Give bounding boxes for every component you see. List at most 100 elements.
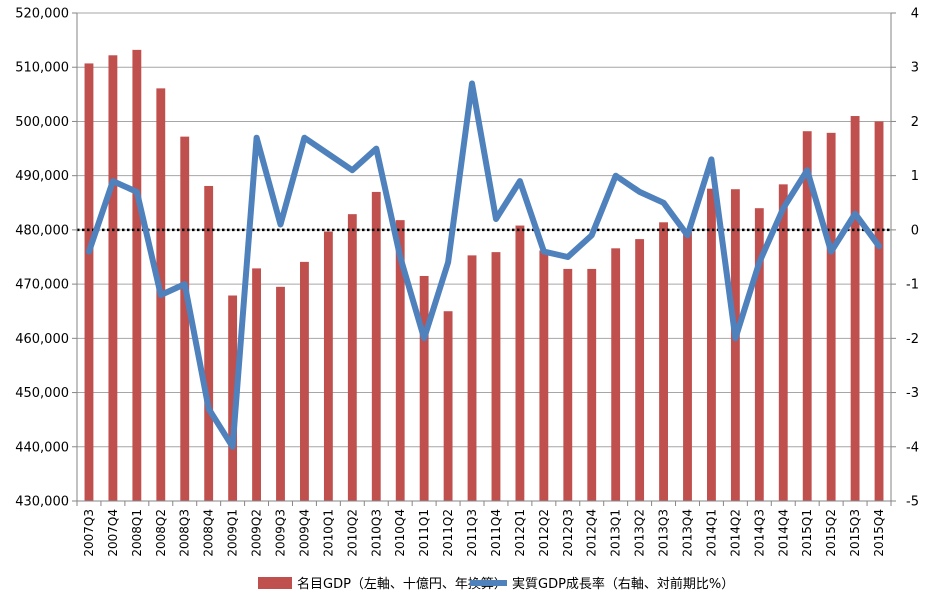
x-tick-label: 2012Q4	[585, 509, 599, 557]
x-tick-label: 2015Q1	[800, 509, 814, 557]
y-left-tick-label: 430,000	[15, 495, 69, 510]
bar	[707, 188, 716, 501]
x-tick-label: 2014Q3	[752, 509, 766, 557]
y-right-tick-label: 2	[911, 115, 919, 130]
legend-bar-label: 名目GDP（左軸、十億円、年換算）	[297, 576, 507, 592]
x-tick-label: 2014Q4	[776, 509, 790, 557]
x-tick-label: 2012Q1	[513, 509, 527, 557]
y-right-tick-label: -4	[906, 440, 919, 455]
legend: 名目GDP（左軸、十億円、年換算） 実質GDP成長率（右軸、対前期比%）	[258, 576, 734, 592]
x-tick-label: 2008Q3	[178, 509, 192, 557]
x-tick-label: 2008Q4	[202, 509, 216, 557]
bar	[204, 185, 214, 502]
y-right-tick-label: 4	[911, 7, 919, 22]
bar	[180, 136, 190, 502]
bar	[228, 295, 238, 501]
x-tick-label: 2015Q3	[848, 509, 862, 557]
y-left-tick-label: 490,000	[15, 169, 69, 184]
bar	[659, 222, 668, 501]
bar	[84, 63, 94, 501]
bar	[491, 252, 501, 501]
x-tick-label: 2010Q3	[369, 509, 383, 557]
bar	[276, 286, 285, 501]
bar	[539, 250, 549, 501]
x-tick-label: 2012Q3	[561, 509, 575, 557]
bar	[611, 248, 621, 501]
legend-bar-swatch	[258, 577, 292, 589]
axes	[76, 13, 892, 506]
x-tick-label: 2007Q4	[106, 509, 120, 557]
bar	[754, 208, 764, 501]
y-left-tick-label: 500,000	[15, 115, 69, 130]
bar	[252, 268, 261, 501]
x-tick-label: 2014Q1	[704, 509, 718, 557]
x-tick-label: 2009Q3	[274, 509, 288, 557]
x-tick-label: 2012Q2	[537, 509, 551, 557]
x-tick-label: 2008Q1	[130, 509, 144, 557]
bar	[635, 239, 645, 501]
bar	[443, 311, 453, 501]
y-right-tick-label: -2	[906, 332, 919, 347]
bar	[802, 131, 812, 501]
y-right-tick-label: 0	[911, 223, 919, 238]
bar	[874, 121, 884, 501]
right-axis-ticks: -5 -4 -3 -2 -1 0 1 2 3 4	[891, 7, 919, 510]
bar	[300, 261, 309, 501]
x-tick-label: 2015Q4	[872, 509, 886, 557]
bar	[395, 220, 405, 501]
y-left-tick-label: 440,000	[15, 440, 69, 455]
bar	[347, 214, 357, 502]
gridlines	[77, 12, 891, 502]
bar-series	[84, 49, 884, 502]
bar	[323, 231, 333, 501]
x-tick-label: 2014Q2	[728, 509, 742, 557]
x-tick-label: 2010Q1	[321, 509, 335, 557]
x-tick-label: 2013Q1	[609, 509, 623, 557]
bar	[683, 232, 692, 501]
x-tick-label: 2009Q4	[297, 509, 311, 557]
bar	[563, 268, 573, 501]
x-tick-label: 2011Q1	[417, 509, 431, 557]
y-left-tick-label: 520,000	[15, 7, 69, 22]
x-tick-label: 2013Q3	[657, 509, 671, 557]
y-left-tick-label: 480,000	[15, 223, 69, 238]
bar	[419, 275, 429, 501]
bar	[826, 132, 836, 501]
bar	[778, 184, 788, 501]
y-right-tick-label: -3	[906, 386, 919, 401]
x-tick-label: 2007Q3	[82, 509, 96, 557]
bar	[371, 191, 381, 501]
x-tick-label: 2011Q2	[441, 509, 455, 557]
x-tick-label: 2008Q2	[154, 509, 168, 557]
bar	[467, 255, 477, 501]
y-right-tick-label: -5	[906, 495, 919, 510]
y-right-tick-label: 3	[911, 61, 919, 76]
growth-rate-line	[86, 80, 882, 450]
left-axis-ticks: 430,000 440,000 450,000 460,000 470,000 480,0…	[15, 7, 77, 510]
x-tick-label: 2009Q1	[226, 509, 240, 557]
x-tick-label: 2013Q2	[633, 509, 647, 557]
x-axis-ticks: 2007Q3 2007Q4 2008Q1 2008Q2 2008Q3 2008Q4 2009…	[82, 509, 886, 557]
y-left-tick-label: 510,000	[15, 61, 69, 76]
y-right-tick-label: 1	[911, 169, 919, 184]
bar	[108, 55, 118, 501]
bar	[132, 49, 142, 501]
bar	[587, 268, 597, 501]
bar	[515, 225, 525, 501]
y-right-tick-label: -1	[906, 278, 919, 293]
x-tick-label: 2015Q2	[824, 509, 838, 557]
x-tick-label: 2013Q4	[681, 509, 695, 557]
bar	[850, 116, 860, 502]
line-series	[86, 80, 882, 450]
x-tick-label: 2009Q2	[250, 509, 264, 557]
x-tick-label: 2011Q3	[465, 509, 479, 557]
y-left-tick-label: 450,000	[15, 386, 69, 401]
x-tick-label: 2010Q2	[345, 509, 359, 557]
legend-line-label: 実質GDP成長率（右軸、対前期比%）	[512, 576, 734, 592]
bar	[730, 189, 740, 501]
y-left-tick-label: 460,000	[15, 332, 69, 347]
y-left-tick-label: 470,000	[15, 278, 69, 293]
x-tick-label: 2011Q4	[489, 509, 503, 557]
x-tick-label: 2010Q4	[393, 509, 407, 557]
